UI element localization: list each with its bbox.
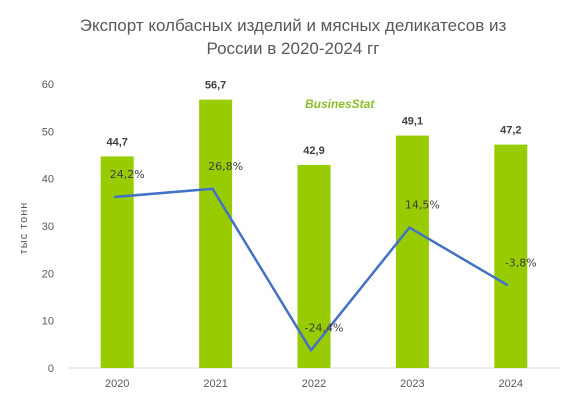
growth-value-label: -24,4% — [305, 321, 344, 334]
y-tick-label: 0 — [48, 363, 54, 375]
y-tick-label: 30 — [42, 221, 54, 233]
y-tick-label: 60 — [42, 79, 54, 91]
x-tick-label: 2020 — [105, 378, 129, 390]
chart-title-line-2: России в 2020-2024 гг — [206, 39, 380, 58]
x-tick-label: 2021 — [203, 378, 227, 390]
bar-value-label: 47,2 — [500, 125, 521, 137]
growth-value-label: -3,8% — [505, 256, 537, 269]
y-tick-label: 40 — [42, 174, 54, 186]
bar-value-label: 56,7 — [205, 80, 226, 92]
chart-title: Экспорт колбасных изделий и мясных делик… — [0, 14, 586, 60]
x-tick-label: 2024 — [499, 378, 523, 390]
x-axis: 2020 2021 2022 2023 2024 — [68, 367, 560, 390]
y-tick-label: 20 — [42, 268, 54, 280]
bar-value-label: 42,9 — [303, 145, 324, 157]
growth-value-label: 24,2% — [110, 168, 145, 181]
y-axis: 0 10 20 30 40 50 60 — [42, 79, 54, 375]
logo-text: BusinesStat — [305, 97, 375, 111]
bar — [100, 156, 134, 368]
bar-value-label: 49,1 — [402, 116, 423, 128]
businesstat-logo: BusinesStat — [305, 97, 375, 111]
bar — [199, 99, 233, 369]
bar-series — [100, 99, 528, 369]
growth-value-label: 14,5% — [405, 199, 440, 212]
chart-title-line-1: Экспорт колбасных изделий и мясных делик… — [79, 16, 507, 35]
bar — [395, 135, 429, 368]
growth-line-series — [114, 187, 509, 352]
growth-value-label: 26,8% — [208, 160, 243, 173]
y-tick-label: 10 — [42, 316, 54, 328]
x-tick-label: 2022 — [302, 378, 326, 390]
y-axis-label: тыс тонн — [18, 202, 30, 255]
growth-line — [114, 187, 509, 352]
x-tick-label: 2023 — [400, 378, 424, 390]
data-labels: 44,7 56,7 42,9 49,1 47,2 24,2% 26,8% -24,4% 14,5… — [106, 80, 536, 335]
bar-value-label: 44,7 — [106, 136, 127, 148]
y-tick-label: 50 — [42, 126, 54, 138]
bar — [494, 144, 528, 368]
